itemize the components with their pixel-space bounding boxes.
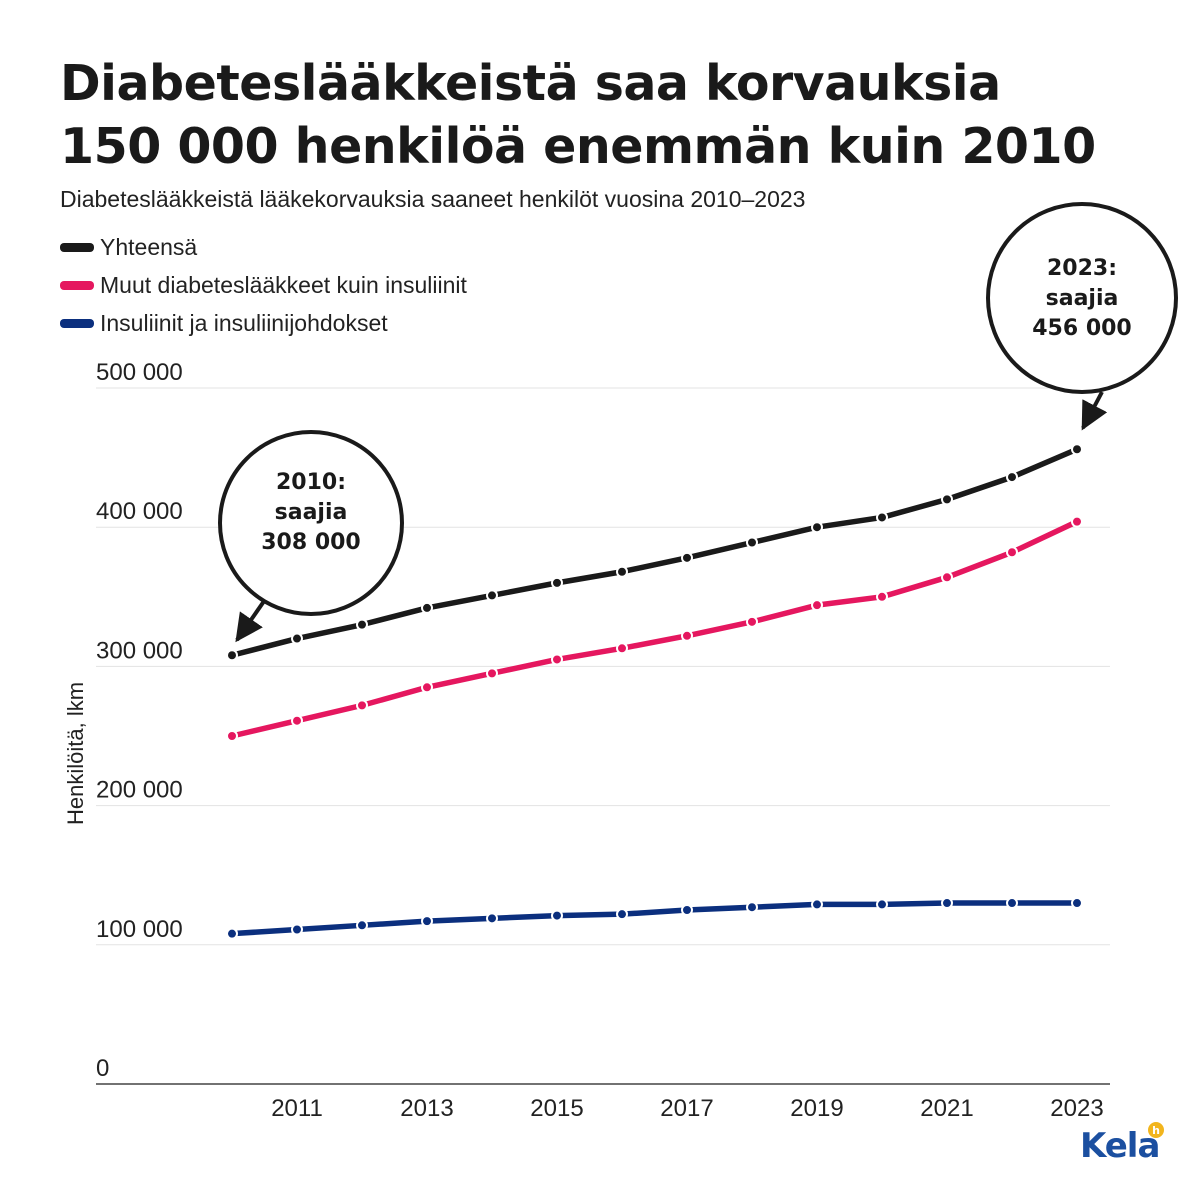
- legend-item-insulin: Insuliinit ja insuliinijohdokset: [60, 304, 467, 342]
- y-tick-label: 200 000: [96, 777, 183, 804]
- y-tick-label: 400 000: [96, 498, 183, 525]
- series-line-other: [229, 518, 1080, 739]
- data-point-other: [226, 730, 238, 742]
- data-point-total: [941, 493, 953, 506]
- x-tick-label: 2023: [1050, 1095, 1103, 1122]
- data-point-other: [811, 599, 823, 612]
- data-point-total: [746, 536, 758, 549]
- callout-2023-value: 456 000: [1032, 316, 1132, 341]
- callout-2023-label: saajia: [1046, 286, 1119, 311]
- data-point-insulin: [1006, 897, 1018, 910]
- x-tick-label: 2013: [400, 1095, 453, 1122]
- data-point-total: [681, 551, 693, 564]
- data-point-other: [486, 667, 498, 680]
- callout-2010-year: 2010:: [276, 470, 346, 495]
- data-point-other: [356, 699, 368, 712]
- kela-logo: Kela: [1080, 1126, 1160, 1166]
- x-tick-label: 2011: [271, 1095, 323, 1122]
- data-point-insulin: [681, 904, 693, 916]
- legend-swatch-other: [60, 280, 94, 290]
- data-point-other: [681, 629, 693, 642]
- data-point-total: [291, 632, 303, 645]
- legend-item-other: Muut diabeteslääkkeet kuin insuliinit: [60, 266, 467, 304]
- callout-2010-value: 308 000: [261, 530, 361, 555]
- data-point-other: [421, 681, 433, 694]
- callout-2023-arrow: [1081, 391, 1108, 431]
- data-point-total: [356, 618, 368, 631]
- legend: Yhteensä Muut diabeteslääkkeet kuin insu…: [60, 228, 467, 342]
- data-point-total: [876, 511, 888, 524]
- data-point-insulin: [876, 898, 888, 911]
- data-point-total: [486, 589, 498, 602]
- title-line-1: Diabeteslääkkeistä saa korvauksia: [60, 55, 1001, 112]
- callout-2010-label: saajia: [275, 500, 348, 525]
- y-tick-label: 500 000: [96, 359, 183, 386]
- data-point-insulin: [811, 898, 823, 911]
- callout-2023-year: 2023:: [1047, 256, 1117, 281]
- x-tick-label: 2019: [790, 1095, 843, 1122]
- data-point-insulin: [746, 901, 758, 914]
- callout-2023-bubble: [986, 202, 1178, 394]
- data-point-insulin: [356, 919, 368, 932]
- y-axis-label: Henkilöitä, lkm: [63, 682, 88, 825]
- data-point-other: [941, 571, 953, 584]
- y-tick-label: 100 000: [96, 916, 183, 943]
- chart-subtitle: Diabeteslääkkeistä lääkekorvauksia saane…: [60, 186, 806, 212]
- legend-item-total: Yhteensä: [60, 228, 467, 266]
- data-point-other: [1071, 515, 1083, 528]
- legend-label-insulin: Insuliinit ja insuliinijohdokset: [100, 309, 388, 336]
- data-point-insulin: [486, 912, 498, 925]
- legend-swatch-insulin: [60, 318, 94, 328]
- data-point-insulin: [1071, 897, 1083, 910]
- data-point-other: [291, 714, 303, 727]
- data-point-insulin: [226, 927, 238, 940]
- data-point-other: [616, 642, 628, 655]
- x-tick-label: 2017: [660, 1095, 713, 1122]
- kela-logo-icon: h: [1148, 1122, 1164, 1138]
- x-tick-label: 2015: [530, 1095, 583, 1122]
- data-point-other: [551, 653, 563, 666]
- data-point-total: [1006, 471, 1018, 484]
- legend-label-other: Muut diabeteslääkkeet kuin insuliinit: [100, 271, 467, 298]
- data-point-total: [226, 649, 238, 662]
- data-point-total: [421, 601, 433, 614]
- data-point-total: [616, 565, 628, 578]
- chart-title: Diabeteslääkkeistä saa korvauksia 150 00…: [60, 52, 1160, 178]
- data-point-total: [551, 576, 563, 589]
- legend-label-total: Yhteensä: [100, 233, 198, 260]
- data-point-insulin: [941, 897, 953, 910]
- callout-2010-bubble: [218, 430, 404, 616]
- y-tick-label: 300 000: [96, 637, 183, 664]
- x-tick-label: 2021: [920, 1095, 973, 1122]
- y-tick-label: 0: [96, 1055, 109, 1082]
- data-point-insulin: [551, 909, 563, 922]
- data-point-other: [746, 615, 758, 628]
- data-point-total: [1071, 443, 1083, 456]
- legend-swatch-total: [60, 242, 94, 252]
- data-point-other: [1006, 546, 1018, 559]
- data-point-other: [876, 590, 888, 603]
- title-line-2: 150 000 henkilöä enemmän kuin 2010: [60, 118, 1096, 175]
- series-line-insulin: [229, 900, 1080, 937]
- data-point-insulin: [421, 915, 433, 928]
- series-line-total: [229, 446, 1080, 659]
- data-point-total: [811, 521, 823, 534]
- data-point-insulin: [616, 908, 628, 921]
- callout-2023: 2023: saajia 456 000: [986, 202, 1178, 431]
- callout-2010: 2010: saajia 308 000: [218, 430, 404, 643]
- svg-text:h: h: [1152, 1124, 1160, 1137]
- data-point-insulin: [291, 923, 303, 936]
